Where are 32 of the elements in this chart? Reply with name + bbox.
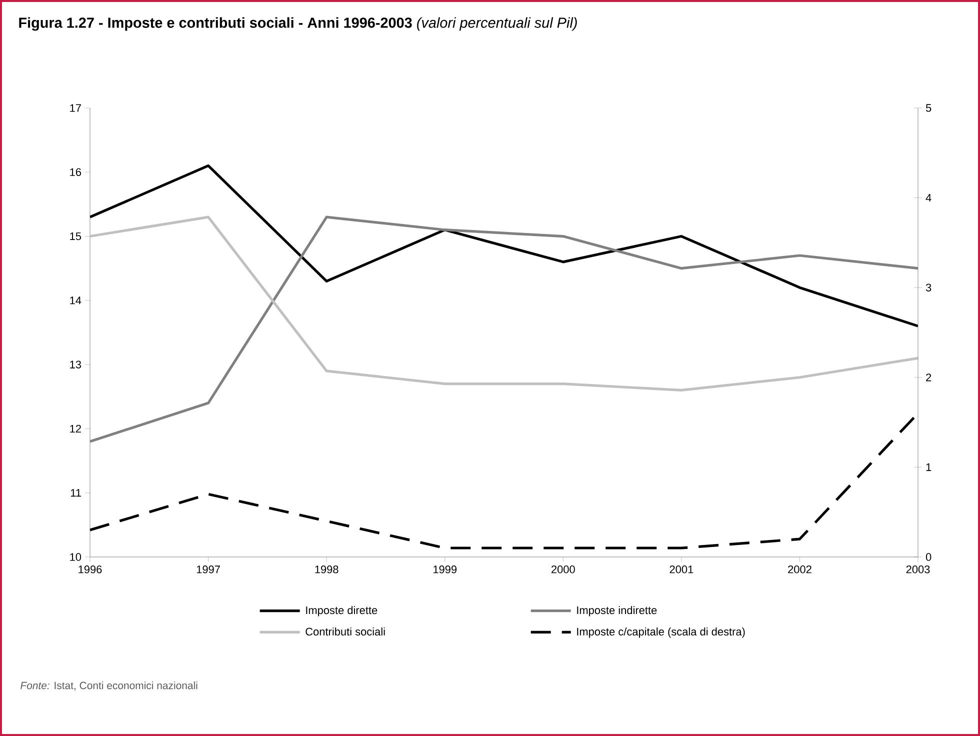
y-tick-label: 17 <box>70 104 81 112</box>
legend-label: Imposte dirette <box>306 606 378 616</box>
line-series <box>90 216 918 443</box>
y-tick-label: 14 <box>70 296 82 304</box>
chart-title: Figura 1.27 - Imposte e contributi sociali - Anni 1996-2003 <box>19 17 412 31</box>
x-tick-label: 2000 <box>552 566 575 574</box>
y2-tick-label: 3 <box>926 284 932 292</box>
line-series <box>90 164 918 328</box>
y-tick-label: 13 <box>70 360 82 368</box>
y-tick-label: 12 <box>70 424 81 433</box>
legend-label: Contributi sociali <box>306 627 385 636</box>
y-tick-label: 15 <box>70 232 82 240</box>
x-tick-label: 2003 <box>906 566 930 574</box>
y2-tick-label: 5 <box>926 104 932 112</box>
line-series <box>90 216 918 392</box>
y2-tick-label: 0 <box>926 553 932 561</box>
x-tick-label: 2002 <box>788 566 812 574</box>
y-tick-label: 11 <box>70 489 81 497</box>
legend-label: Imposte indirette <box>577 606 657 616</box>
y2-tick-label: 1 <box>926 463 932 471</box>
text: Fonte: Istat, Conti economici nazionali <box>20 682 198 690</box>
x-tick-label: 1998 <box>315 566 338 574</box>
y2-tick-label: 2 <box>926 374 932 382</box>
legend-label: Imposte c/capitale (scala di destra) <box>577 627 745 638</box>
x-tick-label: 1999 <box>434 566 457 574</box>
y-tick-label: 16 <box>70 168 82 176</box>
x-tick-label: 1997 <box>196 566 220 574</box>
x-tick-label: 1996 <box>78 566 102 574</box>
x-tick-label: 2001 <box>670 566 694 574</box>
chart-subtitle: (valori percentuali sul Pil) <box>417 17 577 31</box>
y-tick-label: 10 <box>70 553 82 561</box>
y2-tick-label: 4 <box>926 194 932 202</box>
